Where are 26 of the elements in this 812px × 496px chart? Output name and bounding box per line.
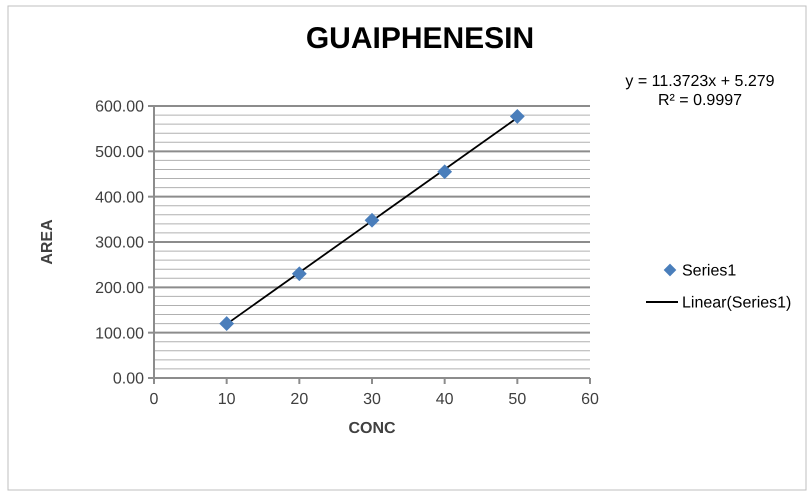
x-tick-label: 0	[150, 391, 159, 408]
text: R² = 0.9997	[658, 92, 742, 109]
point	[437, 164, 452, 180]
y-tick-label: 100.00	[95, 325, 144, 342]
point	[510, 109, 525, 124]
x-tick-label: 60	[581, 391, 599, 408]
legend-label: Linear(Series1)	[682, 294, 792, 312]
text: y = 11.3723x + 5.279	[625, 73, 775, 90]
x-tick-label: 20	[290, 391, 308, 408]
y-tick-label: 300.00	[95, 234, 144, 252]
point	[219, 316, 234, 332]
y-axis-title: AREA	[39, 218, 56, 265]
y-tick-label: 500.00	[95, 144, 144, 161]
x-tick-label: 30	[363, 391, 381, 408]
y-tick-label: 400.00	[95, 189, 144, 206]
chart-title: GUAIPHENESIN	[306, 22, 534, 55]
legend-label: Series1	[682, 262, 736, 280]
y-tick-label: 200.00	[95, 280, 144, 297]
y-tick-label: 600.00	[95, 98, 144, 116]
x-tick-label: 10	[218, 391, 236, 408]
point	[364, 212, 380, 228]
x-tick-label: 50	[508, 391, 526, 408]
y-tick-label: 0.00	[112, 370, 144, 388]
x-tick-label: 40	[436, 391, 454, 408]
point	[292, 266, 307, 282]
x-axis-title: CONC	[348, 420, 396, 437]
